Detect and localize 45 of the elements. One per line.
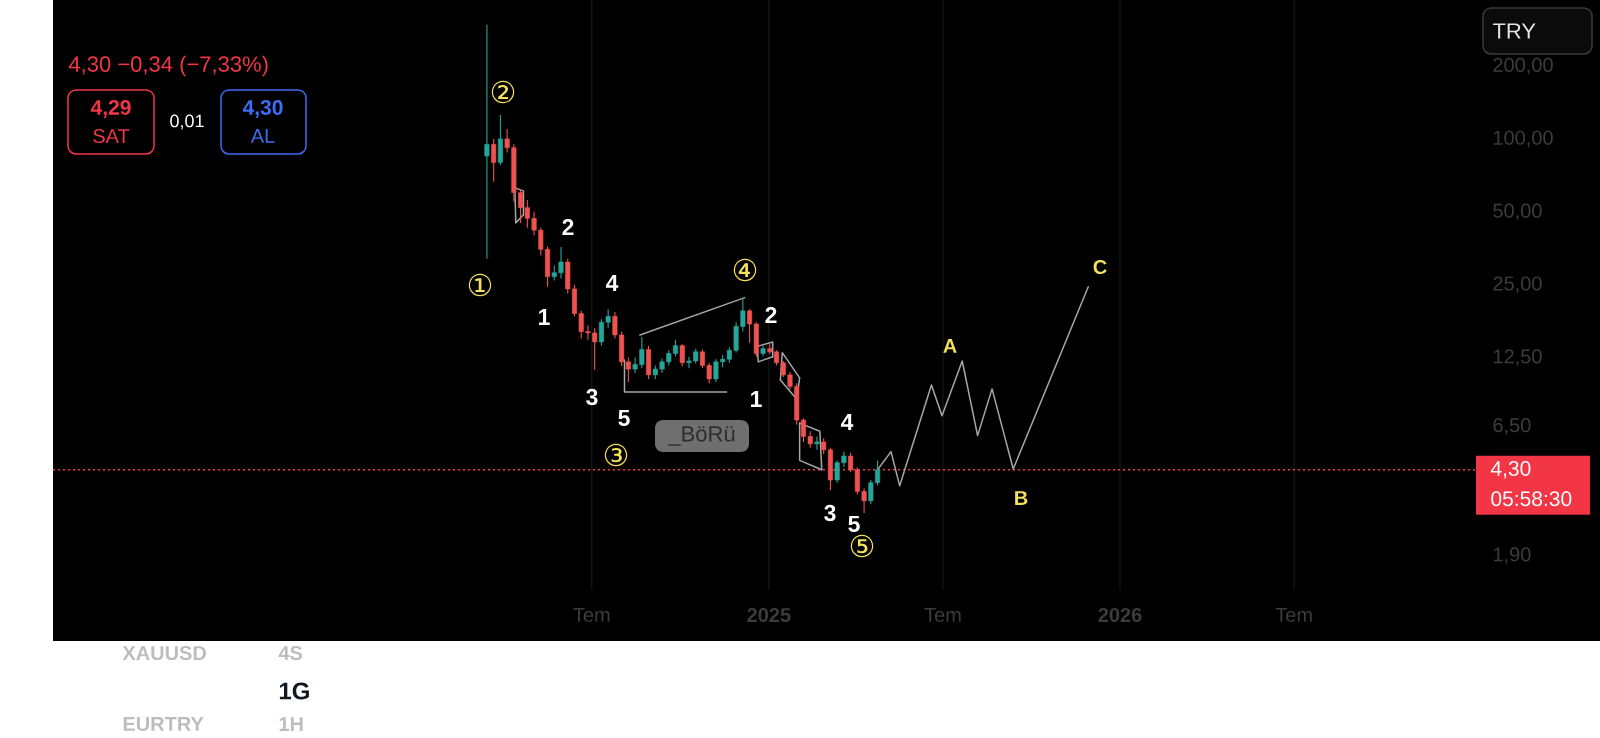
annotation: 0,01: [170, 114, 204, 130]
annotation: 4: [605, 275, 619, 291]
x-tick-label: 2026: [1098, 607, 1142, 623]
annotation: A: [943, 339, 957, 353]
annotation: ②: [491, 80, 515, 104]
text: XAUUSD: [122, 645, 206, 661]
annotation: ①: [468, 273, 492, 297]
annotation: 3: [586, 388, 598, 406]
y-tick-label: 6,50: [1493, 418, 1531, 435]
annotation: SAT: [93, 128, 130, 144]
annotation: _BöRü: [668, 426, 735, 446]
annotation: 3: [824, 504, 836, 522]
annotation: 1: [539, 309, 550, 325]
annotation: ③: [604, 443, 628, 467]
y-tick-label: 1,90: [1493, 547, 1531, 564]
y-tick-label: 12,50: [1493, 349, 1542, 366]
annotation: 4: [840, 414, 854, 430]
text: TRY: [1492, 23, 1536, 39]
y-tick-label: 100,00: [1493, 130, 1553, 148]
annotation: 2: [562, 218, 574, 236]
y-tick-label: 25,00: [1493, 276, 1542, 293]
text: EURTRY: [123, 717, 204, 731]
annotation: ④: [733, 258, 757, 282]
ref-line-label: 4,30: [1490, 461, 1531, 479]
annotation: 1: [751, 391, 762, 407]
text: 1G: [279, 682, 309, 700]
x-tick-label: Tem: [924, 608, 961, 622]
y-tick-label: 200,00: [1493, 57, 1553, 75]
x-tick-label: Tem: [1275, 608, 1312, 622]
x-tick-label: 2025: [747, 607, 791, 623]
annotation: 4,30 −0,34 (−7,33%): [68, 55, 268, 77]
annotation: ⑤: [850, 534, 874, 558]
annotation: C: [1093, 259, 1107, 275]
annotation: 4,30: [242, 100, 283, 118]
annotation: 5: [618, 409, 630, 427]
annotation: 2: [765, 306, 777, 324]
annotation: AL: [250, 129, 275, 143]
text: 05:58:30: [1491, 491, 1572, 507]
x-tick-label: Tem: [573, 608, 610, 622]
y-tick-label: 50,00: [1493, 203, 1542, 221]
annotation: 5: [848, 515, 860, 533]
text: 1H: [279, 717, 303, 731]
text: 4S: [278, 645, 303, 661]
annotation: 4,29: [90, 100, 131, 118]
annotation: B: [1015, 491, 1028, 505]
